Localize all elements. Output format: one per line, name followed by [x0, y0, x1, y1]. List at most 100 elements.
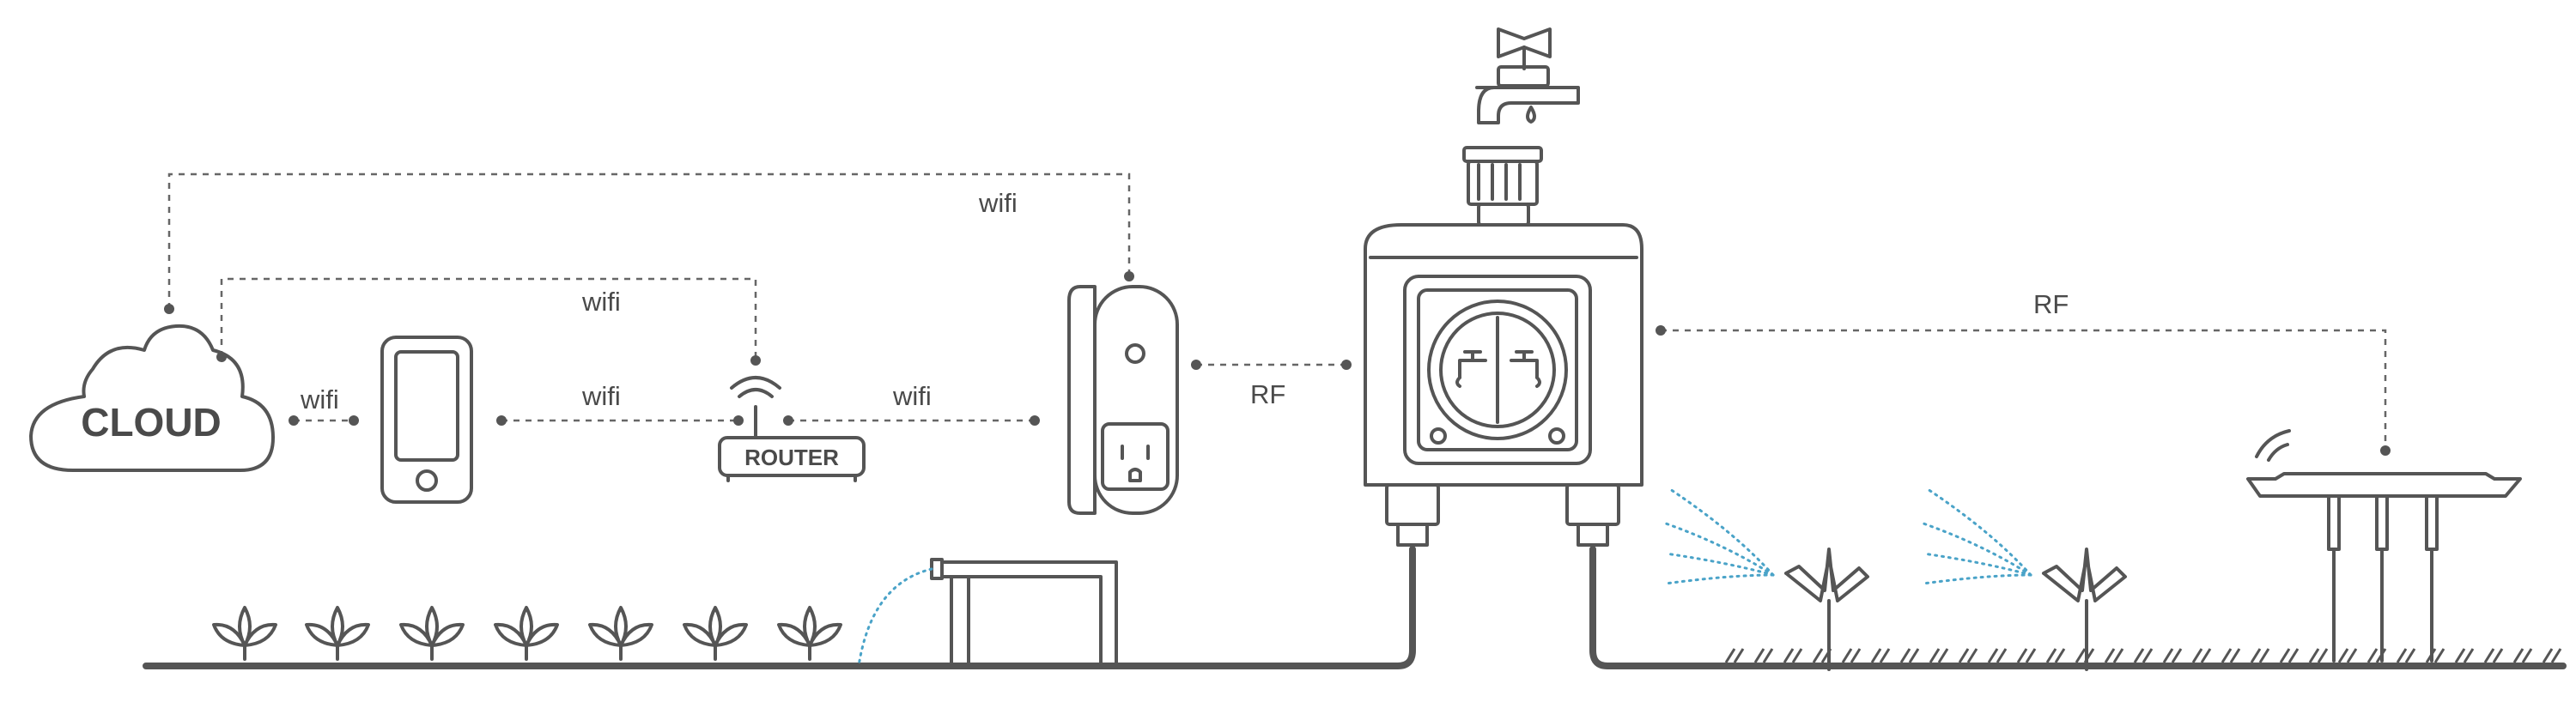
grass-tick	[2308, 648, 2320, 663]
grass-tick	[2512, 648, 2524, 663]
grass-tick	[2104, 648, 2116, 663]
grass-tick	[1908, 648, 1920, 663]
connection-lines	[164, 172, 2391, 456]
grass-tick	[1812, 648, 1824, 663]
plant-icon	[683, 606, 748, 661]
plant-icon	[212, 606, 277, 661]
link-endpoint	[1191, 360, 1201, 370]
grass-tick	[1762, 648, 1774, 663]
rf-label-timer-sensor: RF	[2033, 289, 2069, 319]
grass-tick	[2337, 648, 2349, 663]
link-endpoint	[1656, 325, 1666, 336]
water-timer-icon	[1364, 146, 1643, 547]
grass-tick	[2366, 648, 2379, 663]
plant-icon	[494, 606, 559, 661]
sprinkler-icon	[1922, 487, 2127, 671]
plant-icon	[777, 606, 842, 661]
grass-tick	[2317, 648, 2329, 663]
grass-tick	[1879, 648, 1891, 663]
grass-tick	[2404, 648, 2416, 663]
rf-link-timer-sensor	[1661, 329, 2387, 451]
grass-tick	[2346, 648, 2358, 663]
grass-tick	[2200, 648, 2212, 663]
grass-tick	[2279, 648, 2291, 663]
grass-tick	[1724, 648, 1736, 663]
link-endpoint	[349, 415, 359, 426]
link-endpoint	[2380, 445, 2391, 456]
faucet-icon	[1475, 27, 1580, 124]
grass-tick	[2016, 648, 2028, 663]
grass-tick	[1929, 648, 1941, 663]
smart-plug-icon	[1067, 285, 1179, 515]
wifi-label-phone-router: wifi	[581, 381, 621, 411]
grass-tick	[2142, 648, 2154, 663]
grass-tick	[2221, 648, 2233, 663]
sprinkler-icon	[1664, 487, 1869, 671]
grass-tick	[1899, 648, 1911, 663]
link-endpoint	[1124, 271, 1134, 281]
router-icon: ROUTER	[718, 376, 866, 482]
grass-tick	[2433, 648, 2445, 663]
grass-tick	[1958, 648, 1970, 663]
grass-tick	[2229, 648, 2241, 663]
grass-tick	[2054, 648, 2066, 663]
grass-tick	[2191, 648, 2203, 663]
link-endpoint	[733, 415, 744, 426]
cloud-label: CLOUD	[81, 400, 222, 445]
plant-icon	[305, 606, 370, 661]
link-endpoint	[289, 415, 299, 426]
grass-tick	[1937, 648, 1949, 663]
grass-tick	[1733, 648, 1745, 663]
plant-icon	[588, 606, 653, 661]
grass-tick	[2550, 648, 2562, 663]
wifi-label-router-plug: wifi	[892, 381, 932, 411]
grass-tick	[2025, 648, 2037, 663]
grass-tick	[2162, 648, 2174, 663]
grass-tick	[1870, 648, 1882, 663]
grass-tick	[2483, 648, 2495, 663]
grass-tick	[2463, 648, 2475, 663]
grass-tick	[1753, 648, 1765, 663]
grass-tick	[2521, 648, 2533, 663]
grass-tick	[1850, 648, 1862, 663]
grass-tick	[1783, 648, 1795, 663]
wifi-label-cloud-phone: wifi	[300, 384, 339, 415]
wifi-label-top: wifi	[978, 188, 1018, 218]
grass-tick	[2075, 648, 2087, 663]
plant-row	[212, 606, 842, 661]
plant-icon	[399, 606, 465, 661]
router-label: ROUTER	[744, 445, 839, 470]
link-endpoint	[1030, 415, 1040, 426]
grass-tick	[1966, 648, 1978, 663]
wifi-link-cloud-plug	[167, 172, 1131, 309]
link-endpoint	[750, 355, 761, 366]
valve-icon	[1455, 350, 1541, 388]
grass-tick	[1996, 648, 2008, 663]
rf-label-plug-timer: RF	[1250, 379, 1285, 409]
wifi-label-mid: wifi	[581, 287, 621, 317]
grass-tick	[1791, 648, 1803, 663]
grass-tick	[2171, 648, 2183, 663]
link-endpoint	[783, 415, 793, 426]
grass-ticks	[1724, 648, 2562, 663]
wifi-signal-icon	[730, 376, 781, 438]
drip-emitter-icon	[857, 558, 1118, 668]
grass-tick	[2396, 648, 2408, 663]
grass-tick	[2250, 648, 2262, 663]
link-endpoint	[496, 415, 507, 426]
grass-tick	[2258, 648, 2270, 663]
soil-sensor-icon	[2246, 429, 2522, 663]
link-endpoint	[1341, 360, 1352, 370]
grass-tick	[2133, 648, 2145, 663]
grass-tick	[1841, 648, 1853, 663]
cloud-icon: CLOUD	[29, 324, 275, 472]
wifi-signal-icon	[2255, 429, 2291, 462]
grass-tick	[2454, 648, 2466, 663]
grass-tick	[1987, 648, 1999, 663]
ground-and-hoses	[143, 546, 2567, 669]
link-endpoint	[164, 304, 174, 314]
wifi-link-cloud-router	[220, 277, 757, 360]
grass-tick	[2045, 648, 2057, 663]
grass-tick	[2542, 648, 2554, 663]
